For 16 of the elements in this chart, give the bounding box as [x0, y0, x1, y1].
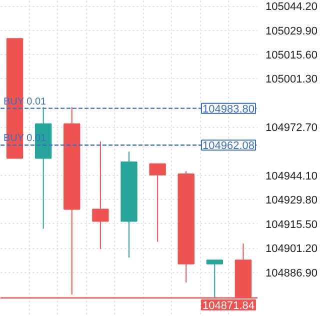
y-tick-label: 104886.90: [266, 267, 318, 280]
y-tick-label: 104944.10: [266, 170, 318, 183]
candlestick: [92, 141, 109, 250]
y-tick-label: 105015.60: [266, 50, 318, 62]
annotation: 104871.84: [202, 300, 254, 312]
candlestick: [149, 163, 166, 242]
y-tick-label: 105029.90: [266, 25, 318, 38]
y-tick-label: 105001.30: [266, 74, 318, 86]
candlestick: [206, 260, 224, 298]
y-tick-label: 104901.20: [266, 243, 318, 256]
y-tick-label: 104929.80: [266, 194, 318, 207]
annotation: 104962.08: [202, 140, 254, 152]
y-tick-label: 105044.20: [266, 1, 318, 14]
y-tick-label: 104972.70: [266, 122, 318, 134]
annotation: 104983.80: [202, 103, 254, 116]
y-tick-label: 104915.50: [266, 218, 318, 231]
